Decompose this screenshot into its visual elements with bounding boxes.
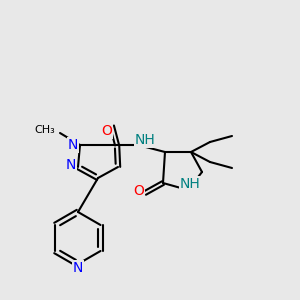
Text: O: O — [102, 124, 112, 138]
Text: NH: NH — [135, 133, 155, 147]
Text: NH: NH — [180, 177, 200, 191]
Text: N: N — [66, 158, 76, 172]
Text: N: N — [73, 261, 83, 275]
Text: O: O — [134, 184, 144, 198]
Text: N: N — [68, 138, 78, 152]
Text: CH₃: CH₃ — [34, 125, 55, 135]
